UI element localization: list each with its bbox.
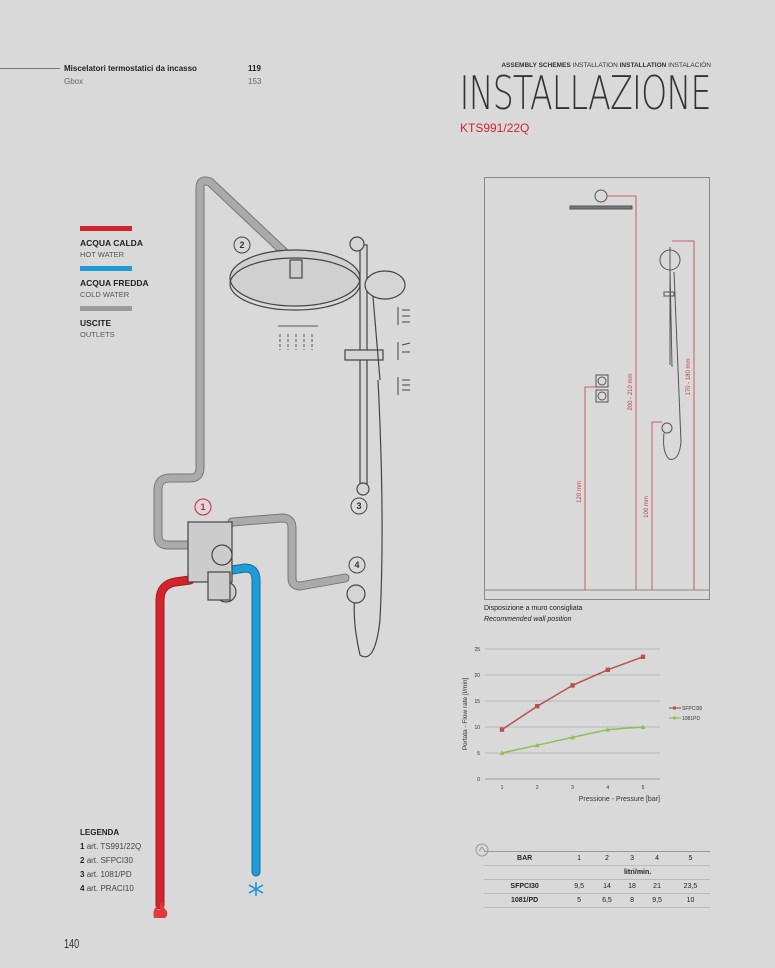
crumb: ASSEMBLY SCHEMES	[501, 62, 571, 69]
wall-caption: Disposizione a muro consigliata	[484, 605, 583, 612]
installation-diagram: 1 2 3 4	[153, 176, 411, 918]
y-tick-label: 20	[474, 673, 480, 679]
divider	[484, 851, 710, 852]
toc-page: 119	[248, 64, 261, 73]
wall-position-panel	[484, 177, 710, 600]
page-title: INSTALLAZIONE	[459, 66, 712, 120]
color-key: ACQUA CALDA HOT WATER ACQUA FREDDA COLD …	[80, 226, 149, 339]
callout-2: 2	[239, 240, 244, 250]
dim-label: 170 - 180 mm	[686, 358, 692, 395]
key-subtitle: OUTLETS	[80, 330, 115, 339]
toc: Miscelatori termostatici da incasso 119 …	[64, 64, 261, 86]
toc-item[interactable]: Miscelatori termostatici da incasso 119	[64, 64, 261, 73]
data-point	[499, 750, 505, 755]
legend-title: LEGENDA	[80, 828, 120, 837]
unit-row: litri/min.	[484, 865, 710, 880]
hot-swatch	[80, 226, 132, 231]
key-title: ACQUA CALDA	[80, 238, 143, 248]
table-header-row: BAR 1 2 3 4 5	[484, 852, 710, 866]
legend-item: 1 art. TS991/22Q	[80, 842, 142, 851]
y-tick-label: 0	[477, 777, 480, 783]
callout-3: 3	[356, 501, 361, 511]
y-tick-label: 5	[477, 751, 480, 757]
y-tick-label: 25	[474, 647, 480, 653]
series-line	[501, 726, 644, 754]
outlet-swatch	[80, 306, 132, 311]
x-tick-label: 1	[501, 785, 504, 791]
series-line	[501, 656, 644, 731]
flow-rate-chart: 0 5 10 15 20 25 1 2 3 4 5 Pressione - Pressure [bar…	[462, 647, 703, 803]
x-tick-label: 2	[536, 785, 539, 791]
callout-4: 4	[354, 560, 359, 570]
legend-item: 3 art. 1081/PD	[80, 870, 132, 879]
wall-caption-en: Recommended wall position	[484, 616, 572, 623]
key-title: ACQUA FREDDA	[80, 278, 149, 288]
data-point	[570, 683, 575, 688]
toc-page: 153	[248, 77, 262, 86]
parts-legend: LEGENDA 1 art. TS991/22Q 2 art. SFPCI30 …	[80, 826, 141, 896]
y-tick-label: 15	[474, 699, 480, 705]
x-axis-label: Pressione - Pressure [bar]	[579, 796, 660, 803]
key-title: USCITE	[80, 318, 112, 328]
cold-swatch	[80, 266, 132, 271]
legend-label: SFPCI30	[682, 706, 703, 712]
x-tick-label: 3	[571, 785, 574, 791]
toc-label: Gbox	[64, 77, 84, 86]
dim-label: 200 - 210 mm	[628, 373, 634, 410]
y-tick-label: 10	[474, 725, 480, 731]
key-subtitle: HOT WATER	[80, 250, 125, 259]
data-point	[534, 742, 540, 748]
crumb: INSTALLATION	[572, 62, 618, 69]
y-axis-label: Portata - Flow rate [l/min]	[462, 678, 469, 751]
flow-table: BAR 1 2 3 4 5 litri/min. SFPCI30 9,5 14 18 21 23,5…	[484, 852, 710, 908]
page-number: 140	[64, 936, 80, 951]
data-point	[499, 727, 505, 732]
x-tick-label: 4	[606, 785, 609, 791]
snowflake-icon	[248, 882, 264, 896]
data-point	[570, 734, 575, 740]
pressure-icon	[475, 843, 489, 857]
data-point	[640, 654, 646, 659]
crumb: INSTALACIÓN	[668, 62, 711, 69]
callout-1: 1	[200, 502, 205, 512]
data-point	[535, 704, 540, 709]
wall-diagram: 200 - 210 mm 170 - 180 mm 120 mm 100 mm	[484, 189, 710, 591]
spray-icons	[397, 307, 411, 395]
legend-item: 4 art. PRACI10	[80, 884, 134, 893]
x-tick-label: 5	[642, 785, 645, 791]
divider	[0, 68, 60, 69]
dim-label: 100 mm	[644, 496, 650, 518]
model-code: KTS991/22Q	[460, 121, 530, 135]
key-subtitle: COLD WATER	[80, 290, 130, 299]
table-row: SFPCI30 9,5 14 18 21 23,5	[484, 879, 710, 894]
shower-head	[229, 249, 361, 311]
crumb: INSTALLATION	[619, 62, 667, 69]
toc-label: Miscelatori termostatici da incasso	[64, 64, 197, 73]
legend-marker	[673, 706, 676, 710]
legend-item: 2 art. SFPCI30	[80, 856, 133, 865]
legend-label: 1081PD	[682, 716, 700, 722]
shower-spray	[278, 325, 318, 350]
slide-rail	[344, 236, 406, 658]
table-row: 1081/PD 5 6,5 8 9,5 10	[484, 893, 710, 908]
data-point	[640, 724, 646, 729]
legend-marker	[673, 716, 676, 720]
breadcrumb: ASSEMBLY SCHEMES INSTALLATION INSTALLATI…	[501, 62, 711, 69]
dim-label: 120 mm	[577, 481, 583, 503]
data-point	[605, 667, 610, 672]
toc-item[interactable]: Gbox 153	[64, 77, 261, 86]
mixer-valve	[187, 521, 237, 603]
flame-icon	[153, 902, 168, 918]
data-point	[605, 727, 611, 732]
